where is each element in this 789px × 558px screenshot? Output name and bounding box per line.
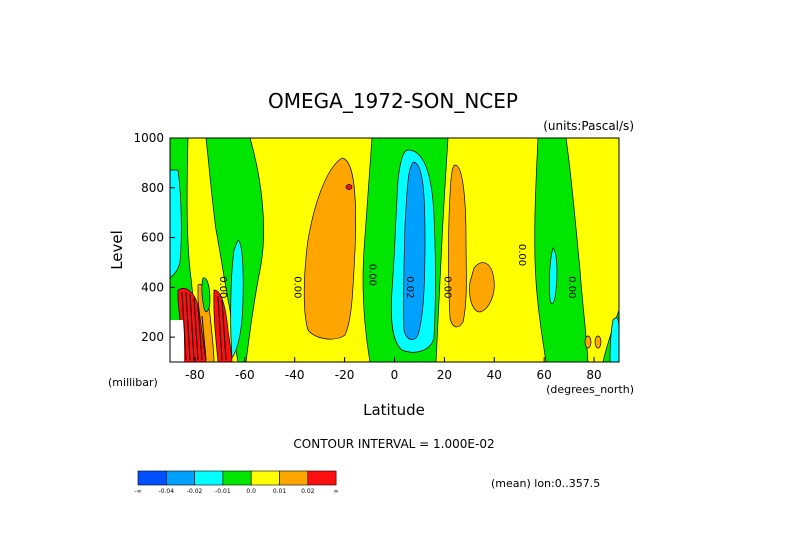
y-tick-label: 400 — [141, 280, 164, 294]
colorbar-label: -0.02 — [187, 488, 203, 495]
x-tick-label: -40 — [285, 368, 305, 382]
cyan-strip-60n — [549, 247, 558, 304]
cyan-strip-sh — [170, 169, 182, 279]
colorbar-swatch — [222, 470, 252, 486]
orange-core-sh — [303, 157, 357, 340]
orange-blob-eq2 — [469, 262, 495, 313]
chart-title: OMEGA_1972-SON_NCEP — [268, 89, 518, 113]
x-tick-label: 0 — [391, 368, 399, 382]
contour-field — [170, 138, 619, 362]
y-axis-ticks: 200 400 600 800 1000 — [133, 131, 175, 344]
cyan-strip-90n — [609, 317, 619, 362]
contour-label: 0.00 — [441, 276, 452, 298]
colorbar-swatch — [166, 470, 195, 486]
units-label: (units:Pascal/s) — [543, 119, 634, 133]
orange-dot-80n-b — [594, 335, 602, 349]
colorbar-label: ∞ — [334, 488, 339, 495]
contour-label: 0.00 — [367, 264, 378, 286]
x-tick-label: -20 — [335, 368, 355, 382]
contour-label: 0.00 — [516, 244, 527, 266]
colorbar-label: -0.04 — [159, 488, 175, 495]
hatch-lines — [181, 291, 227, 361]
y-tick-label: 1000 — [133, 131, 164, 145]
x-tick-label: 80 — [586, 368, 601, 382]
colorbar-label: 0.0 — [246, 488, 256, 495]
colorbar: -∞ -0.04 -0.02 -0.01 0.0 0.01 0.02 ∞ — [134, 470, 339, 495]
colorbar-label: -0.01 — [215, 488, 231, 495]
blue-core-eq — [403, 161, 426, 340]
y-tick-label: 800 — [141, 181, 164, 195]
red-dot-20s — [345, 184, 353, 190]
x-tick-label: 60 — [537, 368, 552, 382]
orange-dot-80n-a — [584, 335, 592, 349]
colorbar-label: -∞ — [134, 488, 141, 495]
x-tick-label: -80 — [185, 368, 205, 382]
colorbar-swatch — [250, 470, 280, 486]
contour-label: 0.00 — [566, 276, 577, 298]
y-axis-label: Level — [108, 230, 126, 270]
y-tick-label: 600 — [141, 231, 164, 245]
x-unit-label: (degrees_north) — [546, 383, 634, 396]
x-axis-ticks: -80 -60 -40 -20 0 20 40 60 80 — [185, 357, 602, 382]
contour-label: 0.02 — [404, 276, 415, 298]
y-tick-label: 200 — [141, 330, 164, 344]
orange-core-eq — [448, 164, 467, 328]
yellow-band-nh — [565, 138, 619, 362]
colorbar-swatch — [307, 470, 337, 486]
mean-text: (mean) lon:0..357.5 — [491, 477, 600, 490]
missing-data-box — [170, 320, 184, 362]
contour-interval-text: CONTOUR INTERVAL = 1.000E-02 — [293, 437, 494, 451]
colorbar-label: 0.02 — [301, 488, 315, 495]
x-tick-label: 20 — [437, 368, 452, 382]
x-axis-label: Latitude — [363, 401, 425, 419]
contour-label: 0.00 — [292, 276, 303, 298]
contour-label: 0.00 — [217, 276, 228, 298]
cyan-strip-60s — [230, 239, 244, 360]
y-unit-label: (millibar) — [108, 376, 158, 389]
x-tick-label: -60 — [235, 368, 255, 382]
colorbar-swatch — [194, 470, 224, 486]
x-tick-label: 40 — [487, 368, 502, 382]
green-sliver-80s — [201, 277, 211, 312]
colorbar-swatch — [137, 470, 167, 486]
colorbar-label: 0.01 — [273, 488, 287, 495]
colorbar-swatch — [279, 470, 309, 486]
contour-labels: 0.00 0.00 0.00 0.02 0.00 0.00 0.00 — [217, 244, 577, 299]
